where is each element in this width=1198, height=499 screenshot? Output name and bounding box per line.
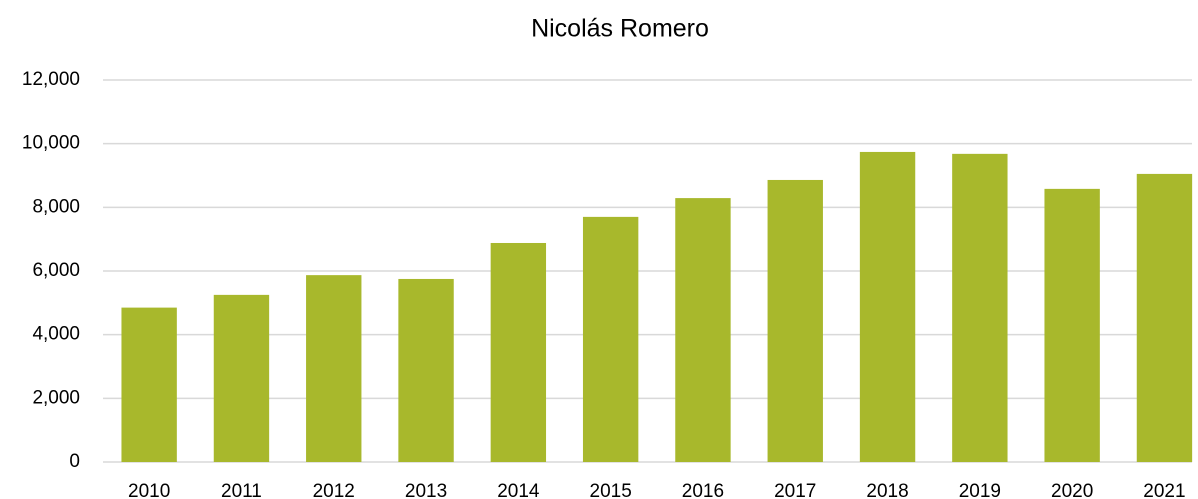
y-tick-label: 4,000 [32, 324, 80, 345]
y-tick-label: 0 [69, 451, 80, 472]
x-tick-label: 2012 [313, 481, 355, 499]
x-tick-label: 2021 [1143, 481, 1185, 499]
x-tick-label: 2018 [866, 481, 908, 499]
x-tick-label: 2016 [682, 481, 724, 499]
bar [767, 179, 823, 462]
bar [306, 275, 362, 462]
bar [213, 294, 270, 462]
x-tick-label: 2014 [497, 481, 540, 499]
x-tick-label: 2020 [1051, 481, 1093, 499]
x-tick-label: 2010 [128, 481, 170, 499]
bar [398, 278, 454, 462]
bar [859, 151, 916, 462]
x-tick-label: 2019 [959, 481, 1001, 499]
x-tick-label: 2013 [405, 481, 447, 499]
y-tick-label: 10,000 [22, 133, 80, 154]
x-tick-label: 2017 [774, 481, 816, 499]
bar [121, 307, 177, 462]
bar [1044, 188, 1100, 462]
chart-title: Nicolás Romero [531, 15, 709, 43]
y-tick-label: 12,000 [22, 69, 80, 90]
bar [490, 242, 547, 462]
bar [582, 216, 639, 462]
y-tick-label: 8,000 [32, 196, 80, 217]
y-tick-label: 2,000 [32, 387, 80, 408]
x-tick-label: 2011 [221, 481, 262, 499]
bar [1136, 173, 1193, 463]
bar [952, 153, 1008, 462]
x-tick-label: 2015 [590, 481, 632, 499]
y-tick-label: 6,000 [32, 260, 80, 281]
bar [675, 198, 731, 462]
